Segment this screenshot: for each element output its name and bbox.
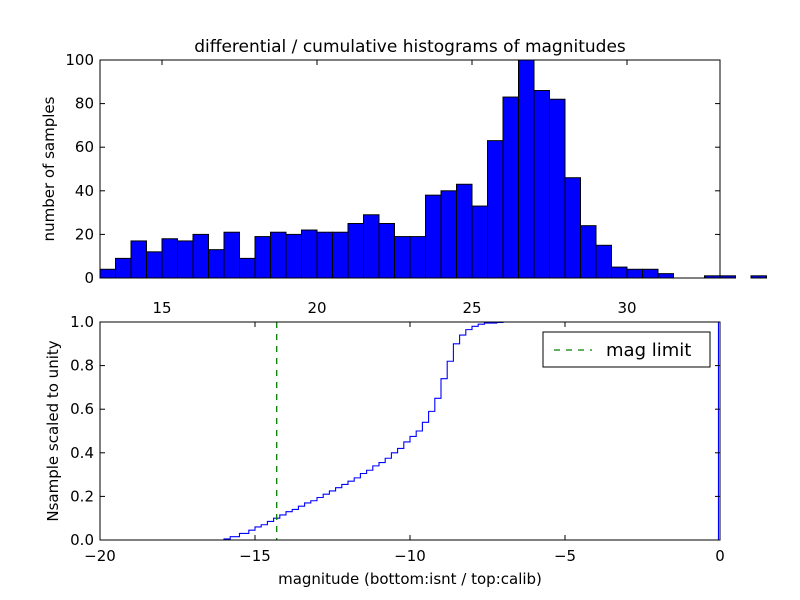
histogram-bar	[440, 190, 457, 279]
bottom-axis-ticks: −20 −15 −10 −5 0 0.0 0.2 0.4 0.6 0.8 1.0	[70, 313, 725, 565]
histogram-bar	[642, 268, 659, 279]
histogram-bar	[177, 240, 194, 279]
histogram-bar	[580, 225, 597, 279]
bottom-x-axis-label: magnitude (bottom:isnt / top:calib)	[278, 570, 542, 588]
histogram-bar	[99, 268, 116, 279]
top-axis-ticks: 15 20 25 30 0 20 40 60 80 100	[65, 51, 720, 317]
histogram-bar	[270, 231, 287, 279]
bottom-y-tick-label: 0.8	[70, 357, 94, 375]
histogram-bar	[223, 231, 240, 279]
histogram-bar	[239, 257, 256, 279]
top-x-tick-label: 25	[462, 299, 481, 317]
top-x-tick-label: 20	[307, 299, 326, 317]
histogram-bar	[425, 194, 442, 279]
cumulative-histogram-panel: Nsample scaled to unity magnitude (botto…	[44, 313, 725, 588]
bottom-y-tick-label: 0.0	[70, 531, 94, 549]
bottom-x-tick-label: −15	[239, 547, 271, 565]
top-y-tick-label: 100	[65, 51, 94, 69]
histogram-bar	[549, 98, 566, 279]
histogram-bar	[254, 236, 271, 279]
histogram-bar	[115, 257, 132, 279]
histogram-bar	[378, 223, 395, 279]
histogram-bar	[285, 233, 302, 279]
top-plot-frame	[99, 59, 721, 279]
chart-title: differential / cumulative histograms of …	[194, 37, 626, 57]
histogram-bar	[750, 275, 767, 279]
bottom-y-tick-label: 1.0	[70, 313, 94, 331]
bottom-plot-frame	[99, 321, 721, 541]
histogram-bar	[316, 231, 333, 279]
histogram-bar	[487, 140, 504, 279]
histogram-bar	[518, 59, 535, 279]
top-y-tick-label: 40	[75, 182, 94, 200]
top-y-axis-label: number of samples	[40, 96, 58, 241]
histogram-bar	[347, 223, 364, 279]
histogram-bar	[161, 238, 178, 279]
bottom-x-tick-label: 0	[715, 547, 725, 565]
top-y-tick-label: 0	[84, 269, 94, 287]
histogram-bar	[208, 249, 225, 279]
top-y-tick-label: 80	[75, 95, 94, 113]
histogram-bar	[719, 275, 736, 279]
bottom-y-tick-label: 0.6	[70, 400, 94, 418]
histogram-bar	[130, 240, 147, 279]
differential-histogram-panel: differential / cumulative histograms of …	[40, 37, 767, 317]
bottom-y-axis-label: Nsample scaled to unity	[44, 340, 62, 521]
histogram-bar	[192, 233, 209, 279]
bottom-x-tick-label: −10	[394, 547, 426, 565]
legend: mag limit	[542, 331, 711, 368]
top-y-tick-label: 20	[75, 225, 94, 243]
bottom-x-tick-label: −20	[84, 547, 116, 565]
histogram-bar	[533, 90, 550, 279]
bottom-x-tick-label: −5	[554, 547, 576, 565]
bottom-y-tick-label: 0.4	[70, 444, 94, 462]
histogram-bar	[146, 251, 163, 279]
histogram-bar	[595, 244, 612, 279]
legend-mag-limit-label: mag limit	[606, 340, 691, 361]
top-x-tick-label: 30	[617, 299, 636, 317]
histogram-bar	[626, 268, 643, 279]
cumulative-step-line	[100, 321, 720, 541]
cumulative-series	[100, 321, 720, 541]
histogram-bar	[502, 96, 519, 279]
top-x-tick-label: 15	[152, 299, 171, 317]
histogram-bar	[409, 236, 426, 279]
histogram-bar	[394, 236, 411, 279]
histogram-bar	[611, 266, 628, 279]
histogram-bar	[363, 214, 380, 279]
top-y-tick-label: 60	[75, 138, 94, 156]
histogram-bar	[456, 183, 473, 279]
histogram-bar	[657, 273, 674, 279]
histogram-bar	[471, 205, 488, 279]
bottom-y-tick-label: 0.2	[70, 487, 94, 505]
histogram-bar	[564, 177, 581, 279]
histogram-bars	[99, 59, 767, 279]
histogram-bar	[301, 229, 318, 279]
histogram-bar	[332, 231, 349, 279]
